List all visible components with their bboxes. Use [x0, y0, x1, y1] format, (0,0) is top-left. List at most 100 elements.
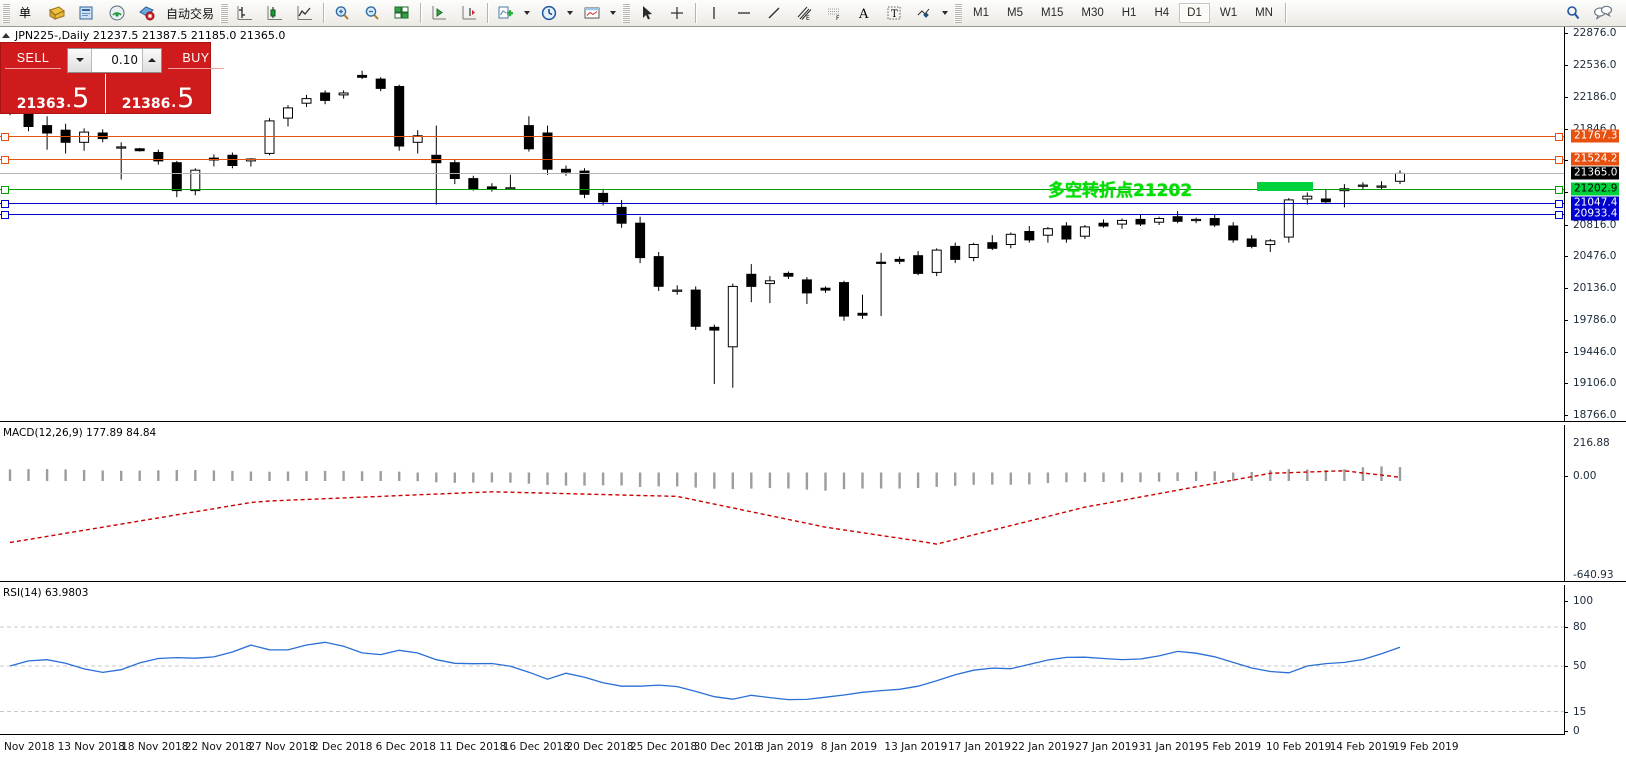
price-level-label-support[interactable]: 20933.4 [1571, 207, 1620, 221]
crosshair-icon[interactable] [663, 1, 691, 25]
timeframe-m5[interactable]: M5 [1007, 7, 1023, 19]
level-line-handle[interactable] [1, 155, 9, 164]
shapes-dropdown-caret-icon[interactable] [939, 2, 950, 24]
wallet-icon[interactable] [43, 1, 71, 25]
level-line-handle[interactable] [1555, 200, 1563, 208]
macd-series [8, 466, 1402, 545]
text-label-icon[interactable]: A [850, 1, 878, 25]
level-line-handle[interactable] [1555, 185, 1563, 194]
equidistant-channel-icon[interactable]: E [790, 1, 818, 25]
level-line-20933[interactable] [0, 213, 1564, 215]
level-line-handle[interactable] [1555, 133, 1563, 141]
auto-scroll-icon[interactable] [455, 1, 483, 25]
price-pane[interactable]: 多空转折点21202 JPN225-,Daily 21237.5 21387.5… [0, 27, 1564, 421]
price-level-label-resistance[interactable]: 21767.3 [1571, 129, 1620, 143]
sell-label[interactable]: SELL [5, 51, 61, 69]
signal-icon[interactable] [103, 1, 131, 25]
vertical-line-icon[interactable] [700, 1, 728, 25]
rsi-tick-mark [1564, 731, 1568, 732]
highlight-rectangle[interactable] [1257, 181, 1313, 191]
collapse-triangle-icon[interactable] [2, 33, 10, 38]
zoom-in-icon[interactable] [328, 1, 356, 25]
level-line-handle[interactable] [1, 210, 9, 219]
tile-windows-icon[interactable] [388, 1, 416, 25]
price-axis[interactable]: 22876.022536.022186.021846.021506.021166… [1564, 27, 1626, 421]
price-level-label-support[interactable]: 21047.4 [1571, 196, 1620, 210]
order-icon[interactable]: 单 [13, 1, 41, 25]
time-axis[interactable]: 8 Nov 2018 13 Nov 2018 18 Nov 2018 22 Nov 2… [0, 735, 1626, 765]
one-click-trading-panel[interactable]: SELL 0.10 BUY 21363 . 5 21386 [0, 42, 224, 114]
chart-shift-icon[interactable] [425, 1, 453, 25]
price-tick-label: 22186.0 [1573, 91, 1617, 104]
level-line-handle[interactable] [1, 200, 9, 208]
level-line-21524[interactable] [0, 158, 1564, 160]
volume-increment-icon[interactable] [142, 48, 161, 72]
rsi-pane[interactable]: RSI(14) 63.9803 [0, 585, 1564, 735]
timeframe-m15[interactable]: M15 [1040, 7, 1064, 19]
toolbar-grip-3[interactable] [622, 3, 631, 23]
level-line-21047[interactable] [0, 203, 1564, 204]
period-dropdown-caret-icon[interactable] [564, 2, 575, 24]
rsi-tick-label: 0 [1573, 725, 1580, 737]
shapes-icon[interactable] [910, 1, 938, 25]
toolbar-grip-2[interactable] [220, 3, 229, 23]
volume-value[interactable]: 0.10 [92, 48, 142, 72]
buy-label[interactable]: BUY [168, 51, 224, 69]
macd-pane[interactable]: MACD(12,26,9) 177.89 84.84 [0, 425, 1564, 581]
level-line-handle[interactable] [1, 185, 9, 194]
search-icon[interactable] [1559, 1, 1587, 25]
toolbar-separator-4 [695, 3, 697, 23]
indicators-icon[interactable] [492, 1, 520, 25]
rsi-axis-line [1564, 585, 1565, 735]
chart-area[interactable]: 多空转折点21202 JPN225-,Daily 21237.5 21387.5… [0, 27, 1626, 765]
timeframe-h1[interactable]: H1 [1121, 7, 1137, 19]
timeframe-m1[interactable]: M1 [973, 7, 989, 19]
level-line-21767[interactable] [0, 136, 1564, 137]
sell-button[interactable]: 21363 . 5 [1, 74, 106, 113]
timeframe-mn[interactable]: MN [1255, 7, 1273, 19]
autotrade-icon[interactable] [133, 1, 161, 25]
volume-input-group[interactable]: 0.10 [67, 47, 162, 73]
bar-chart-icon[interactable] [231, 1, 259, 25]
sell-price-integer: 21363 [16, 96, 66, 112]
buy-button[interactable]: 21386 . 5 [106, 74, 210, 113]
chart-annotation-text[interactable]: 多空转折点21202 [1048, 180, 1193, 201]
period-icon[interactable] [535, 1, 563, 25]
zoom-out-icon[interactable] [358, 1, 386, 25]
macd-axis[interactable]: 216.88 0.00 -640.93 [1564, 425, 1626, 581]
rsi-axis[interactable]: 100 80 50 15 0 [1564, 585, 1626, 737]
level-line-21202[interactable] [0, 188, 1564, 190]
timeframe-d1[interactable]: D1 [1179, 3, 1210, 23]
toolbar-grip-4[interactable] [954, 3, 963, 23]
volume-dropdown-caret-icon[interactable] [68, 48, 92, 72]
level-line-handle[interactable] [1555, 155, 1563, 164]
news-icon[interactable] [73, 1, 101, 25]
svg-text:A: A [858, 7, 869, 22]
chat-icon[interactable] [1589, 1, 1617, 25]
toolbar-grip[interactable] [2, 3, 10, 23]
level-line-handle[interactable] [1, 133, 9, 141]
price-tick-mark [1564, 64, 1568, 66]
level-line-handle[interactable] [1555, 210, 1563, 219]
autotrade-label[interactable]: 自动交易 [166, 6, 215, 21]
price-level-label-resistance[interactable]: 21524.2 [1571, 152, 1620, 166]
rsi-tick-label: 80 [1573, 621, 1587, 633]
timeframe-h4[interactable]: H4 [1154, 7, 1170, 19]
rsi-label[interactable]: RSI(14) 63.9803 [3, 587, 89, 599]
price-level-label-last-price[interactable]: 21365.0 [1571, 166, 1620, 180]
horizontal-line-icon[interactable] [730, 1, 758, 25]
trendline-icon[interactable] [760, 1, 788, 25]
templates-dropdown-caret-icon[interactable] [607, 2, 618, 24]
fibonacci-icon[interactable]: F [820, 1, 848, 25]
price-level-label-pivot[interactable]: 21202.9 [1571, 182, 1620, 195]
timeframe-m30[interactable]: M30 [1081, 7, 1104, 19]
timeframe-w1[interactable]: W1 [1219, 7, 1238, 19]
buy-price-integer: 21386 [121, 96, 171, 112]
line-chart-icon[interactable] [291, 1, 319, 25]
candlestick-chart-icon[interactable] [261, 1, 289, 25]
cursor-icon[interactable] [633, 1, 661, 25]
indicators-dropdown-caret-icon[interactable] [521, 2, 532, 24]
text-box-icon[interactable]: T [880, 1, 908, 25]
templates-icon[interactable] [578, 1, 606, 25]
macd-label[interactable]: MACD(12,26,9) 177.89 84.84 [3, 427, 157, 439]
